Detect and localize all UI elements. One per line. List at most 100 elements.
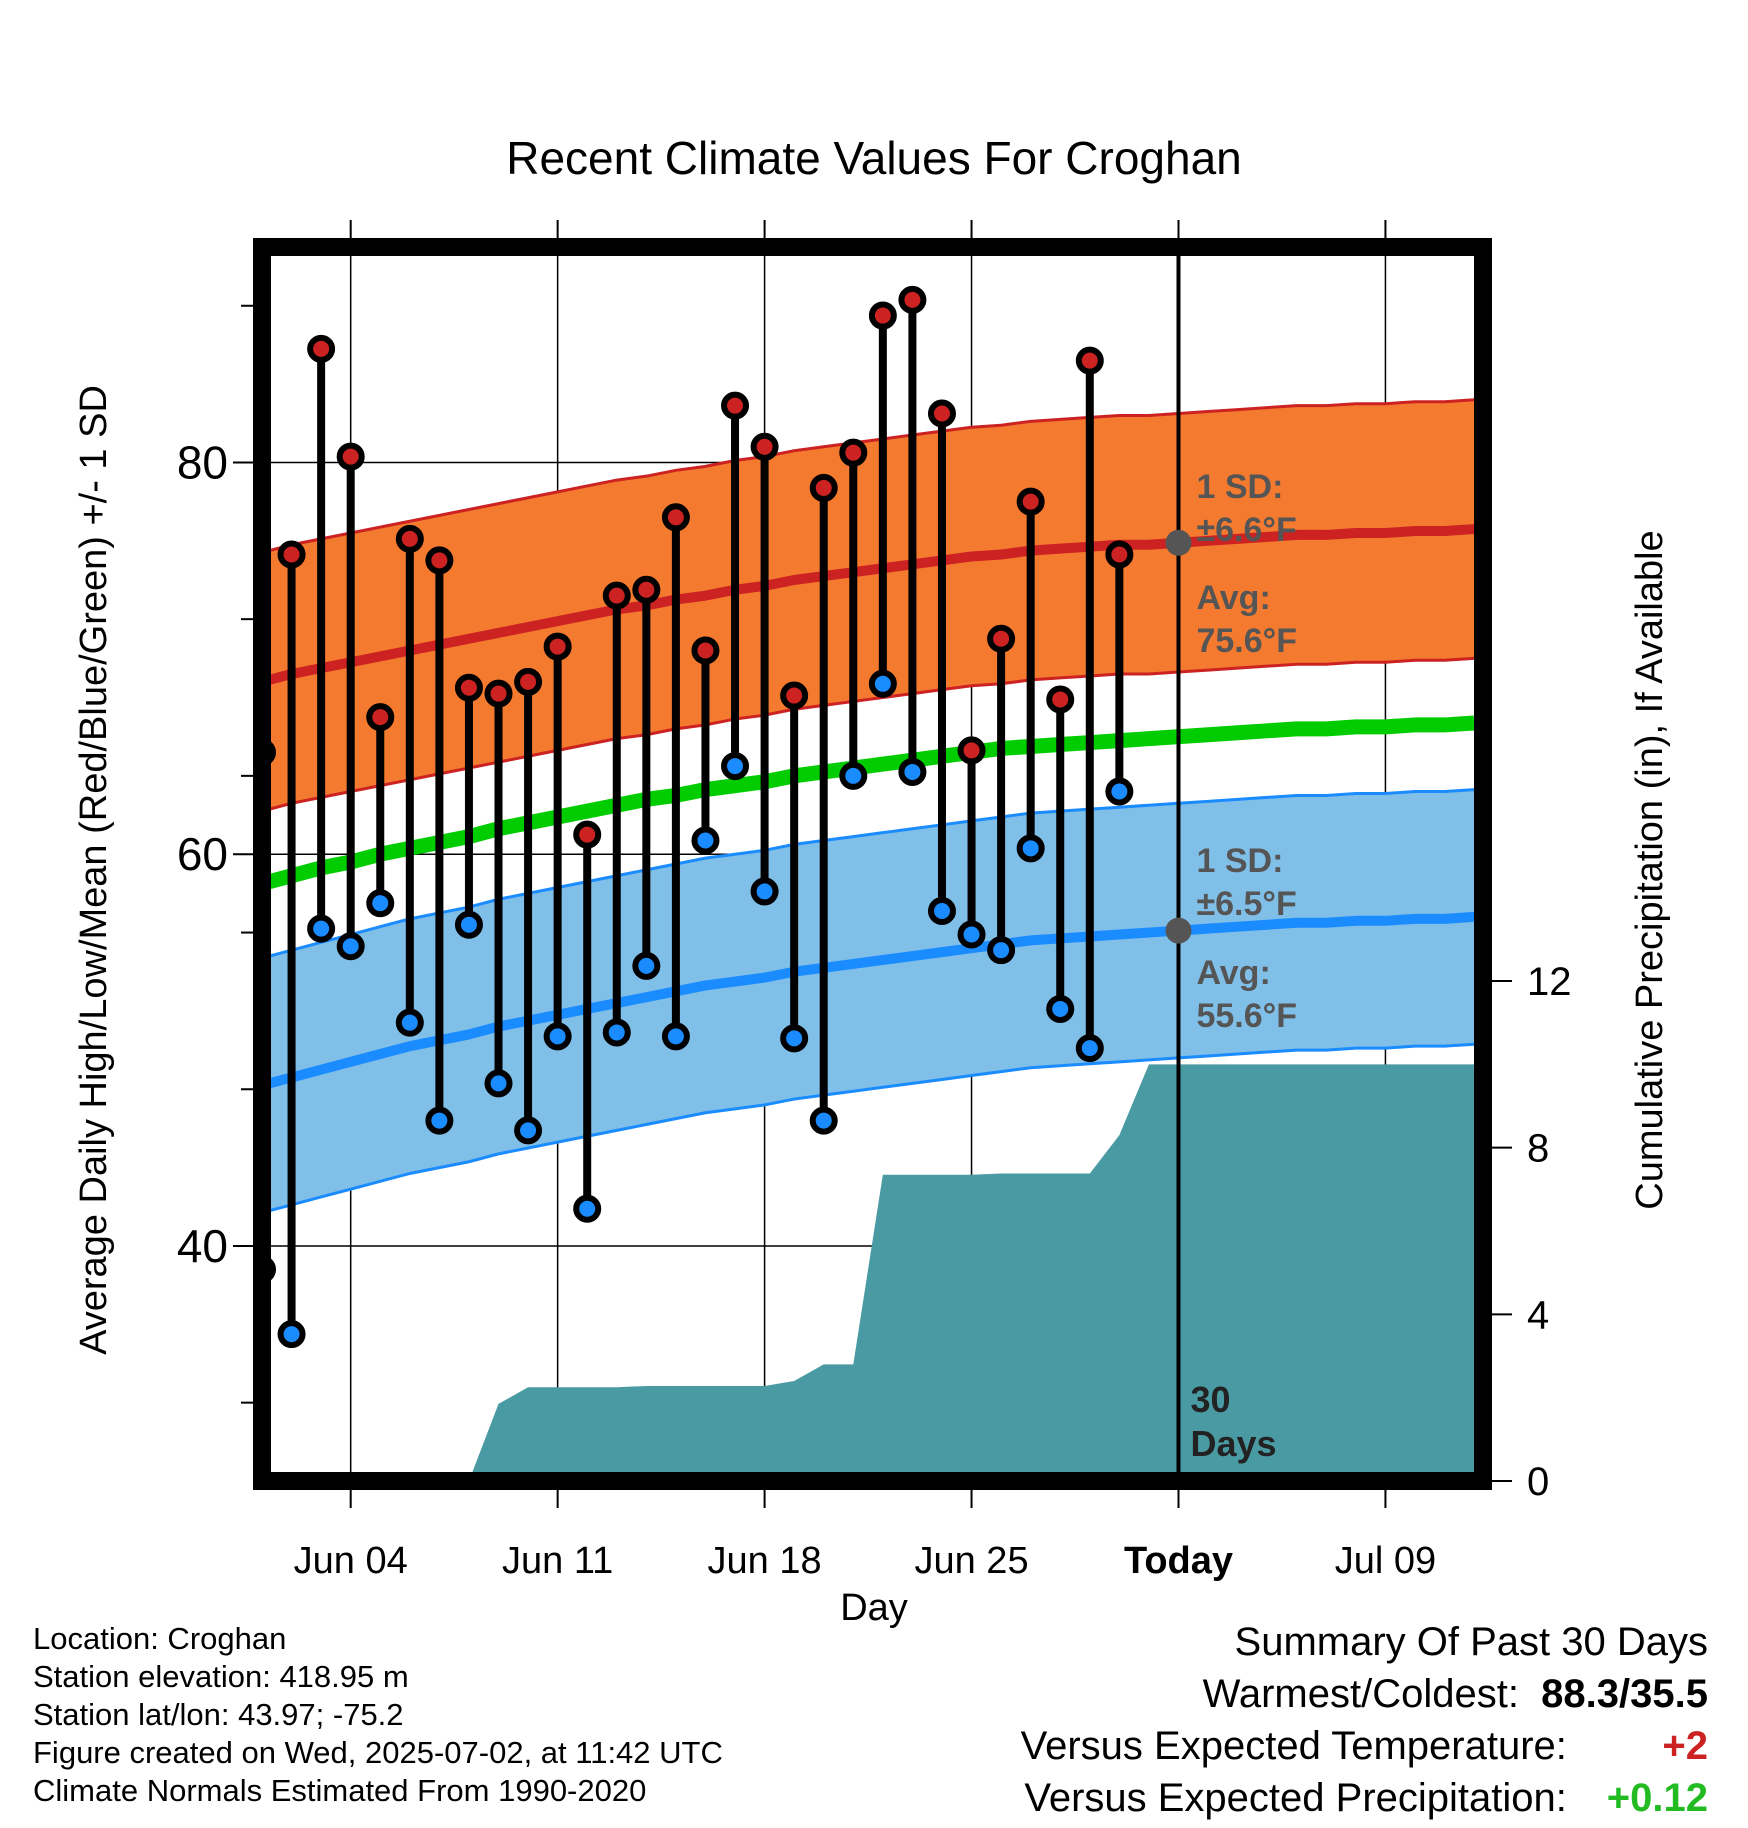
daily-low-point	[957, 920, 986, 949]
daily-high-point	[543, 632, 572, 661]
daily-high-point	[514, 667, 543, 696]
daily-low-point	[336, 932, 365, 961]
high-avg-value: 75.6°F	[1196, 622, 1297, 660]
daily-low-point	[573, 1194, 602, 1223]
daily-high-point	[277, 540, 306, 569]
plot-area: 1 SD: ±6.6°F Avg: 75.6°F 1 SD: ±6.5°F Avg: 55.6…	[177, 220, 1572, 1582]
low-avg-label: Avg:	[1196, 954, 1270, 992]
daily-high-point	[839, 438, 868, 467]
temp-label: Versus Expected Temperature:	[1020, 1724, 1567, 1768]
x-tick-label: Jun 11	[502, 1540, 613, 1582]
daily-high-point	[602, 581, 631, 610]
daily-low-point	[1046, 994, 1075, 1023]
mean-normal-line	[262, 715, 1475, 891]
daily-high-point	[957, 736, 986, 765]
daily-low-point	[898, 757, 927, 786]
x-axis-title: Day	[840, 1587, 908, 1629]
daily-low-point	[307, 914, 336, 943]
low-avg-value: 55.6°F	[1196, 997, 1297, 1035]
daily-low-point	[277, 1320, 306, 1349]
station-info: Location: Croghan Station elevation: 418…	[33, 1620, 723, 1810]
precip-value: +0.12	[1606, 1776, 1708, 1820]
daily-low-point	[514, 1116, 543, 1145]
high-sd-band	[262, 399, 1475, 812]
daily-high-point	[1105, 540, 1134, 569]
low-sd-label: 1 SD:	[1196, 842, 1283, 880]
low-normal-line	[262, 911, 1475, 1091]
daily-low-point	[632, 951, 661, 980]
summary-title: Summary Of Past 30 Days	[1234, 1620, 1708, 1664]
days-count-label: Days	[1190, 1423, 1276, 1464]
x-tick-label: Today	[1124, 1540, 1233, 1582]
y2-axis-title: Cumulative Precipitation (in), If Availa…	[1629, 530, 1671, 1209]
y-tick-label: 80	[177, 436, 228, 488]
y-tick-label: 60	[177, 828, 228, 880]
daily-low-point	[809, 1106, 838, 1135]
chart-title: Recent Climate Values For Croghan	[506, 132, 1241, 184]
days-count-number: 30	[1190, 1379, 1230, 1420]
daily-low-point	[839, 761, 868, 790]
daily-low-point	[721, 752, 750, 781]
daily-high-point	[809, 473, 838, 502]
daily-low-point	[484, 1069, 513, 1098]
daily-high-point	[484, 679, 513, 708]
daily-low-point	[1075, 1034, 1104, 1063]
elevation-text: Station elevation: 418.95 m	[33, 1659, 409, 1694]
daily-low-point	[543, 1022, 572, 1051]
daily-low-point	[780, 1024, 809, 1053]
x-tick-label: Jun 04	[294, 1540, 408, 1582]
summary-temp: Versus Expected Temperature: +2	[1021, 1724, 1708, 1769]
today-high-avg-marker	[1165, 529, 1192, 556]
x-tick-label: Jul 09	[1335, 1540, 1436, 1582]
low-sd-band-edge	[262, 788, 1475, 960]
location-text: Location: Croghan	[33, 1621, 287, 1656]
daily-high-point	[425, 546, 454, 575]
daily-high-point	[661, 503, 690, 532]
daily-low-point	[454, 910, 483, 939]
daily-high-point	[987, 624, 1016, 653]
daily-low-point	[691, 826, 720, 855]
created-text: Figure created on Wed, 2025-07-02, at 11…	[33, 1735, 723, 1770]
high-sd-label: 1 SD:	[1196, 468, 1283, 506]
x-tick-label: Jun 18	[708, 1540, 822, 1582]
daily-high-point	[1016, 487, 1045, 516]
high-sd-band-edge	[262, 656, 1475, 813]
daily-low-point	[1016, 834, 1045, 863]
daily-high-point	[691, 636, 720, 665]
daily-high-point	[721, 391, 750, 420]
daily-high-point	[927, 399, 956, 428]
high-normal-line	[262, 524, 1475, 687]
daily-high-point	[868, 301, 897, 330]
high-sd-band-edge	[262, 398, 1475, 555]
daily-low-point	[425, 1106, 454, 1135]
plot-frame	[253, 238, 1492, 1490]
precip-label: Versus Expected Precipitation:	[1024, 1776, 1567, 1820]
summary-warm-cold: Warmest/Coldest: 88.3/35.5	[1203, 1672, 1708, 1717]
daily-high-point	[750, 432, 779, 461]
high-avg-label: Avg:	[1196, 579, 1270, 617]
daily-high-point	[1075, 346, 1104, 375]
daily-low-point	[1105, 777, 1134, 806]
daily-low-point	[661, 1022, 690, 1051]
daily-low-point	[395, 1008, 424, 1037]
daily-low-point	[868, 669, 897, 698]
daily-high-point	[336, 442, 365, 471]
x-tick-label: Jun 25	[914, 1540, 1028, 1582]
low-sd-value: ±6.5°F	[1196, 885, 1296, 923]
low-sd-band-edge	[262, 1042, 1475, 1215]
daily-high-point	[632, 575, 661, 604]
daily-high-point	[395, 524, 424, 553]
latlon-text: Station lat/lon: 43.97; -75.2	[33, 1697, 404, 1732]
daily-low-point	[602, 1018, 631, 1047]
warm-cold-value: 88.3/35.5	[1541, 1672, 1708, 1716]
today-low-avg-marker	[1165, 917, 1192, 944]
daily-low-point	[927, 897, 956, 926]
y-tick-label: 40	[177, 1220, 228, 1272]
y2-tick-label: 4	[1527, 1293, 1549, 1337]
warm-cold-label: Warmest/Coldest:	[1202, 1672, 1519, 1716]
daily-high-point	[573, 820, 602, 849]
y2-tick-label: 0	[1527, 1460, 1549, 1504]
daily-low-point	[987, 936, 1016, 965]
normals-text: Climate Normals Estimated From 1990-2020	[33, 1773, 647, 1808]
